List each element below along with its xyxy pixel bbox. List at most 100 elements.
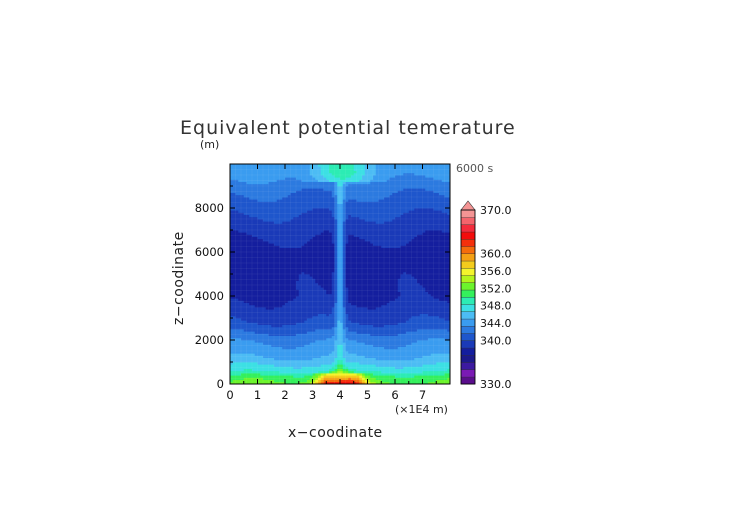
heatmap-cell [301, 375, 305, 378]
heatmap-cell [309, 276, 313, 279]
heatmap-cell [257, 245, 261, 248]
heatmap-cell [419, 342, 423, 345]
heatmap-cell [252, 300, 256, 303]
heatmap-cell [232, 377, 236, 380]
heatmap-cell [232, 258, 236, 262]
heatmap-cell [309, 302, 313, 306]
heatmap-cell [307, 282, 311, 286]
heatmap-cell [351, 344, 355, 347]
heatmap-cell [265, 344, 269, 347]
heatmap-cell [243, 278, 247, 281]
heatmap-cell [243, 331, 247, 334]
heatmap-cell [425, 307, 429, 310]
heatmap-cell [439, 302, 443, 306]
heatmap-cell [422, 381, 426, 385]
heatmap-cell [430, 256, 434, 259]
heatmap-cell [386, 247, 390, 251]
heatmap-cell [260, 346, 264, 350]
heatmap-cell [301, 313, 305, 317]
heatmap-cell [282, 254, 286, 257]
heatmap-cell [301, 368, 305, 372]
heatmap-cell [334, 249, 338, 253]
heatmap-cell [232, 344, 236, 347]
heatmap-cell [282, 324, 286, 328]
heatmap-cell [395, 340, 399, 343]
heatmap-cell [326, 276, 330, 279]
heatmap-cell [241, 351, 245, 354]
heatmap-cell [235, 379, 239, 383]
heatmap-cell [406, 364, 410, 367]
heatmap-cell [285, 353, 289, 356]
heatmap-cell [279, 340, 283, 343]
heatmap-cell [384, 340, 388, 343]
heatmap-cell [265, 366, 269, 369]
heatmap-cell [290, 373, 294, 376]
heatmap-cell [265, 247, 269, 251]
heatmap-cell [285, 280, 289, 284]
heatmap-cell [389, 351, 393, 354]
heatmap-cell [428, 359, 432, 363]
heatmap-cell [414, 366, 418, 369]
heatmap-cell [384, 300, 388, 303]
heatmap-cell [331, 377, 335, 380]
heatmap-cell [441, 353, 445, 356]
heatmap-cell [274, 280, 278, 284]
heatmap-cell [279, 276, 283, 279]
heatmap-cell [422, 366, 426, 369]
heatmap-cell [351, 271, 355, 275]
heatmap-cell [260, 311, 264, 314]
heatmap-cell [422, 285, 426, 288]
heatmap-cell [249, 278, 253, 281]
heatmap-cell [359, 366, 363, 369]
heatmap-cell [403, 324, 407, 328]
heatmap-cell [419, 355, 423, 358]
heatmap-cell [263, 324, 267, 328]
heatmap-cell [353, 271, 357, 275]
heatmap-cell [378, 267, 382, 270]
heatmap-cell [364, 258, 368, 262]
heatmap-cell [329, 274, 333, 277]
heatmap-cell [348, 304, 352, 308]
heatmap-cell [241, 258, 245, 262]
heatmap-cell [444, 315, 448, 319]
heatmap-cell [298, 340, 302, 343]
heatmap-cell [425, 252, 429, 255]
heatmap-cell [249, 335, 253, 339]
heatmap-cell [276, 276, 280, 279]
heatmap-cell [293, 291, 297, 295]
heatmap-cell [230, 346, 234, 350]
heatmap-cell [342, 337, 346, 341]
heatmap-cell [268, 293, 272, 297]
heatmap-cell [320, 322, 324, 325]
heatmap-cell [304, 377, 308, 380]
heatmap-cell [241, 289, 245, 292]
heatmap-cell [395, 335, 399, 339]
heatmap-cell [323, 300, 327, 303]
heatmap-cell [428, 307, 432, 310]
heatmap-cell [403, 280, 407, 284]
heatmap-cell [276, 249, 280, 253]
heatmap-cell [403, 322, 407, 325]
heatmap-cell [408, 326, 412, 330]
heatmap-cell [249, 307, 253, 310]
heatmap-cell [298, 344, 302, 347]
heatmap-cell [271, 298, 275, 301]
heatmap-cell [367, 265, 371, 268]
heatmap-cell [411, 324, 415, 328]
heatmap-cell [230, 375, 234, 378]
heatmap-cell [249, 265, 253, 268]
heatmap-cell [276, 252, 280, 255]
heatmap-cell [433, 274, 437, 277]
heatmap-cell [265, 337, 269, 341]
heatmap-cell [367, 278, 371, 281]
heatmap-cell [367, 322, 371, 325]
heatmap-cell [293, 340, 297, 343]
heatmap-cell [249, 320, 253, 323]
heatmap-cell [318, 320, 322, 323]
heatmap-cell [287, 331, 291, 334]
heatmap-cell [414, 291, 418, 295]
heatmap-cell [370, 342, 374, 345]
heatmap-cell [362, 353, 366, 356]
heatmap-cell [439, 324, 443, 328]
heatmap-cell [386, 324, 390, 328]
